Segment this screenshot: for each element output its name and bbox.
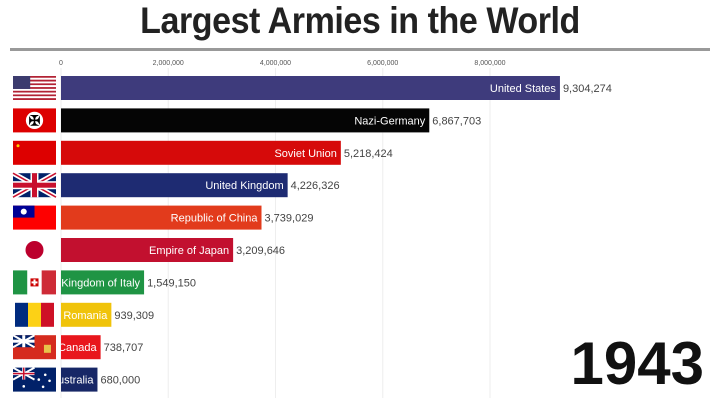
bar-value-label: 5,218,424 bbox=[344, 148, 393, 160]
bar-category-label: Nazi-Germany bbox=[354, 115, 425, 127]
bar-category-label: Republic of China bbox=[171, 213, 259, 225]
flag-part bbox=[22, 385, 26, 388]
x-tick-label: 4,000,000 bbox=[260, 60, 291, 67]
flag-part bbox=[13, 87, 56, 89]
flag-part bbox=[13, 77, 56, 80]
bar-category-label: United States bbox=[490, 83, 557, 95]
flag-part bbox=[20, 208, 27, 215]
bar-category-label: Empire of Japan bbox=[149, 245, 229, 257]
bar bbox=[61, 108, 430, 133]
flag-part bbox=[28, 302, 41, 327]
flag-part bbox=[13, 81, 56, 84]
flag-part bbox=[13, 76, 56, 78]
bar-category-label: Canada bbox=[58, 342, 97, 354]
flag-part bbox=[48, 379, 51, 383]
japan-flag-icon bbox=[25, 241, 44, 259]
flag-part bbox=[13, 90, 56, 93]
flag-part bbox=[13, 98, 56, 100]
flag-part bbox=[13, 92, 56, 95]
bar-category-label: Australia bbox=[51, 375, 95, 387]
australia-flag-icon bbox=[12, 366, 56, 392]
flag-part bbox=[25, 111, 44, 130]
bar-value-label: 3,209,646 bbox=[236, 245, 285, 257]
flag-part bbox=[13, 94, 56, 97]
bar-category-label: Romania bbox=[63, 310, 108, 322]
year-label: 1943 bbox=[570, 330, 704, 397]
x-tick-label: 6,000,000 bbox=[367, 60, 398, 67]
bar-value-label: 738,707 bbox=[104, 342, 144, 354]
flag-part bbox=[13, 96, 56, 99]
bar-category-label: Soviet Union bbox=[274, 148, 336, 160]
bar-value-label: 4,226,326 bbox=[291, 180, 340, 192]
italy-flag-icon bbox=[13, 270, 56, 295]
flag-part bbox=[13, 76, 31, 89]
nazi-germany-flag-icon: ✠ bbox=[13, 108, 56, 133]
bar-value-label: 3,739,029 bbox=[265, 213, 314, 225]
flag-part bbox=[41, 302, 54, 327]
flag-part bbox=[13, 270, 28, 295]
bar bbox=[61, 367, 98, 392]
bar-value-label: 1,549,150 bbox=[147, 277, 196, 289]
canada-flag-icon bbox=[12, 334, 56, 360]
x-tick-label: 0 bbox=[59, 60, 63, 67]
bar bbox=[61, 205, 262, 230]
flag-part bbox=[41, 270, 56, 295]
flag-part bbox=[43, 344, 51, 353]
x-tick-label: 8,000,000 bbox=[474, 60, 505, 67]
flag-part bbox=[13, 100, 56, 102]
bar-value-label: 939,309 bbox=[114, 310, 154, 322]
bar bbox=[61, 238, 234, 262]
flag-part bbox=[37, 378, 41, 381]
flag-part bbox=[13, 140, 56, 165]
flag-part bbox=[13, 88, 56, 91]
flag-part bbox=[13, 83, 56, 86]
bar bbox=[61, 302, 112, 327]
flag-part bbox=[13, 372, 35, 375]
soviet-flag-icon bbox=[13, 140, 56, 165]
chart-title: Largest Armies in the World bbox=[140, 0, 580, 41]
x-tick-label: 2,000,000 bbox=[153, 60, 184, 67]
flag-part: ✠ bbox=[29, 112, 41, 128]
bar-category-label: Kingdom of Italy bbox=[61, 277, 140, 289]
flag-part bbox=[31, 281, 38, 284]
flag-part bbox=[13, 182, 56, 188]
bar bbox=[61, 76, 560, 100]
uk-flag-icon bbox=[11, 171, 58, 200]
title-divider bbox=[10, 48, 710, 51]
bar bbox=[61, 140, 341, 165]
flag-part bbox=[16, 144, 20, 148]
roc-flag-icon bbox=[13, 205, 56, 230]
bar-value-label: 6,867,703 bbox=[432, 115, 481, 127]
flag-part bbox=[15, 302, 28, 327]
flag-part bbox=[43, 373, 47, 377]
bar-value-label: 680,000 bbox=[100, 375, 140, 387]
bar-value-label: 9,304,274 bbox=[563, 83, 612, 95]
flag-part bbox=[25, 241, 44, 259]
bar bbox=[61, 335, 101, 360]
flag-part bbox=[13, 79, 56, 82]
flag-part bbox=[41, 385, 45, 389]
bar-category-label: United Kingdom bbox=[205, 180, 283, 192]
flag-part bbox=[13, 85, 56, 88]
bar bbox=[61, 173, 288, 198]
flag-part bbox=[13, 339, 35, 343]
usa-flag-icon bbox=[13, 76, 56, 102]
bar bbox=[61, 270, 145, 295]
romania-flag-icon bbox=[15, 302, 54, 327]
